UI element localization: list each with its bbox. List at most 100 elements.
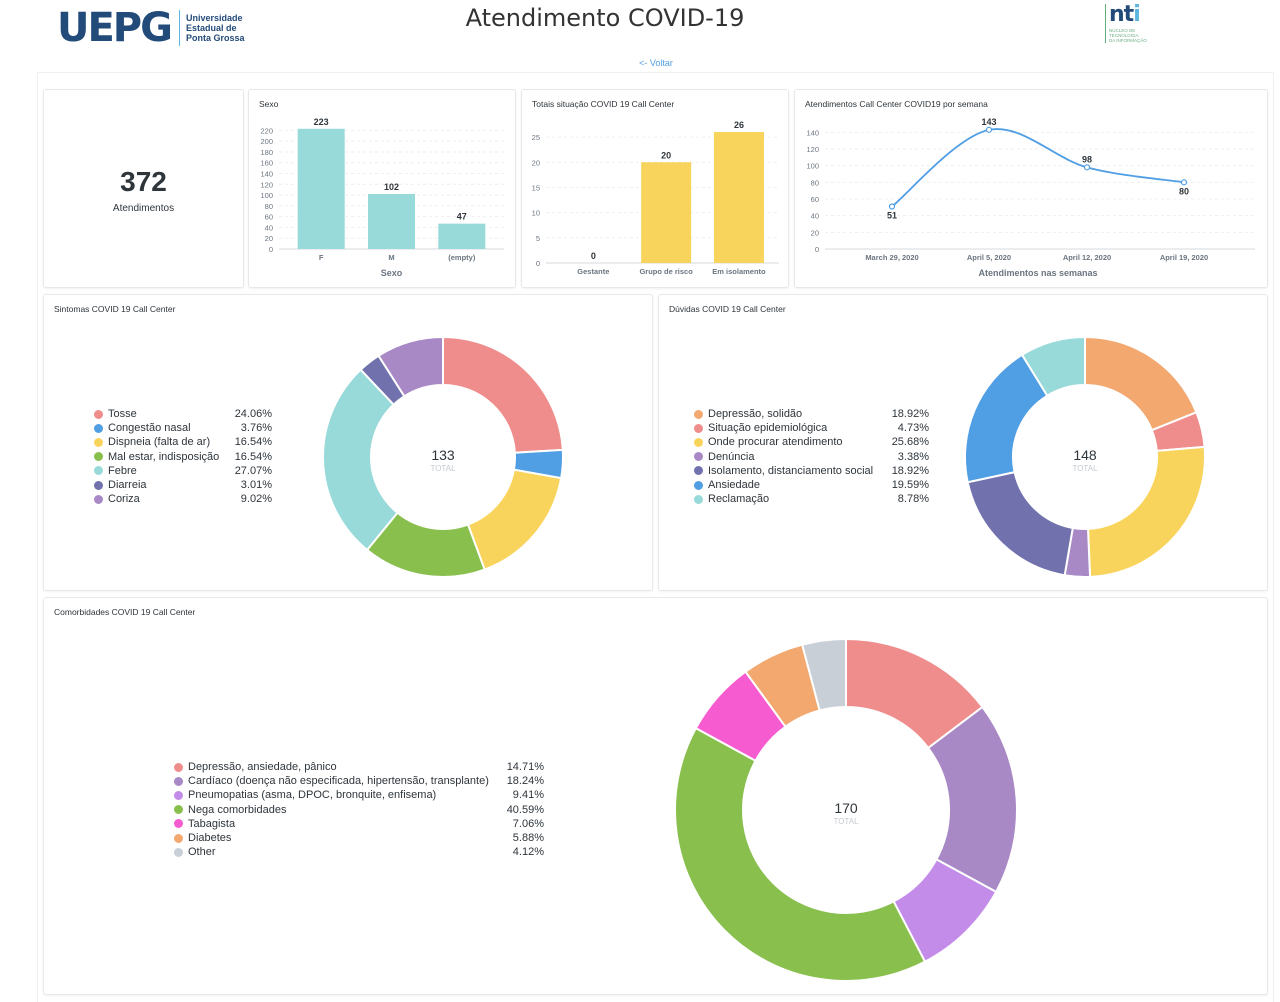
chart-card-comorbidades: Comorbidades COVID 19 Call Center Depres… <box>43 597 1268 995</box>
y-tick-label: 80 <box>265 202 273 211</box>
legend-item[interactable]: Mal estar, indisposição 16.54% <box>94 450 272 464</box>
logo-text-line: TECNOLOGIA <box>1109 33 1139 38</box>
chart-card-sintomas: Sintomas COVID 19 Call Center Tosse 24.06… <box>43 294 653 591</box>
legend-item[interactable]: Diabetes 5.88% <box>174 831 544 845</box>
donut-total-label: TOTAL <box>833 817 859 826</box>
legend-color-dot-icon <box>694 409 703 419</box>
y-tick-label: 180 <box>260 148 273 157</box>
legend-label: Tabagista <box>188 817 236 830</box>
legend-percentage: 8.78% <box>897 493 929 506</box>
legend-item[interactable]: Nega comorbidades 40.59% <box>174 803 544 817</box>
chart-card-situacao: Totais situação COVID 19 Call Center 0 5 1… <box>521 89 789 288</box>
legend-percentage: 5.88% <box>512 832 544 845</box>
y-tick-label: 40 <box>811 212 819 221</box>
legend-item[interactable]: Diarreia 3.01% <box>94 478 272 492</box>
legend-label: Other <box>188 846 216 859</box>
x-tick-label: Em isolamento <box>712 267 766 276</box>
scalar-value: 372 <box>120 166 167 197</box>
logo-text-line: NÚCLEO DE <box>1109 28 1136 33</box>
legend-color-dot-icon <box>694 437 703 447</box>
x-axis-title: Atendimentos nas semanas <box>978 268 1097 278</box>
legend-label: Isolamento, distanciamento social <box>708 464 874 477</box>
legend-item[interactable]: Denúncia 3.38% <box>694 450 929 464</box>
chart-title: Dúvidas COVID 19 Call Center <box>669 304 786 314</box>
legend-item[interactable]: Isolamento, distanciamento social 18.92% <box>694 464 929 478</box>
legend-item[interactable]: Pneumopatias (asma, DPOC, bronquite, enf… <box>174 788 544 802</box>
uepg-logo: UEPG Universidade Estadual de Ponta Gros… <box>57 8 244 48</box>
data-label: 51 <box>887 211 897 221</box>
legend-item[interactable]: Onde procurar atendimento 25.68% <box>694 435 929 449</box>
legend-item[interactable]: Other 4.12% <box>174 845 544 859</box>
legend-item[interactable]: Situação epidemiológica 4.73% <box>694 421 929 435</box>
chart-card-duvidas: Dúvidas COVID 19 Call Center Depressão, … <box>658 294 1268 591</box>
logo-text-line: DA INFORMAÇÃO <box>1109 38 1147 43</box>
donut-slice <box>1020 335 1086 398</box>
legend-percentage: 40.59% <box>506 803 544 816</box>
x-tick-label: April 5, 2020 <box>967 253 1011 262</box>
donut-slice <box>801 637 847 712</box>
legend-item[interactable]: Ansiedade 19.59% <box>694 478 929 492</box>
y-tick-label: 60 <box>265 213 273 222</box>
back-link[interactable]: <- Voltar <box>639 58 673 68</box>
y-tick-label: 0 <box>269 245 273 254</box>
legend-color-dot-icon <box>174 762 183 772</box>
chart-card-semanas: Atendimentos Call Center COVID19 por sem… <box>794 89 1268 288</box>
legend-color-dot-icon <box>94 409 103 419</box>
legend-item[interactable]: Depressão, solidão 18.92% <box>694 407 929 421</box>
chart-title: Atendimentos Call Center COVID19 por sem… <box>805 99 988 109</box>
y-tick-label: 120 <box>260 180 273 189</box>
legend-item[interactable]: Dispneia (falta de ar) 16.54% <box>94 435 272 449</box>
y-tick-label: 10 <box>532 209 540 218</box>
legend-percentage: 9.02% <box>240 493 272 506</box>
legend-item[interactable]: Reclamação 8.78% <box>694 492 929 506</box>
donut-total-value: 133 <box>431 447 455 463</box>
data-point <box>1083 164 1091 171</box>
legend-color-dot-icon <box>94 480 103 490</box>
chart-title: Sintomas COVID 19 Call Center <box>54 304 176 314</box>
dashboard-frame <box>37 72 1274 1002</box>
legend-label: Denúncia <box>708 450 755 463</box>
legend-percentage: 9.41% <box>512 789 544 802</box>
logo-text-line: Estadual de <box>185 23 237 33</box>
legend-comorbidades: Depressão, ansiedade, pânico 14.71% Cardía… <box>174 760 544 859</box>
data-point <box>1180 179 1188 186</box>
legend-item[interactable]: Depressão, ansiedade, pânico 14.71% <box>174 760 544 774</box>
donut-slice <box>322 368 399 552</box>
y-tick-label: 15 <box>532 183 540 192</box>
nti-logo-mark: nti <box>1109 4 1147 26</box>
chart-title: Comorbidades COVID 19 Call Center <box>54 607 196 617</box>
chart-title: Sexo <box>259 99 279 109</box>
legend-label: Onde procurar atendimento <box>708 436 843 449</box>
data-label: 80 <box>1179 186 1189 196</box>
legend-color-dot-icon <box>174 805 183 815</box>
legend-item[interactable]: Tabagista 7.06% <box>174 817 544 831</box>
legend-item[interactable]: Tosse 24.06% <box>94 407 272 421</box>
legend-color-dot-icon <box>694 480 703 490</box>
nti-logo-mark-b: i <box>1133 2 1140 27</box>
legend-color-dot-icon <box>94 466 103 476</box>
y-tick-label: 140 <box>806 128 819 137</box>
legend-item[interactable]: Febre 27.07% <box>94 464 272 478</box>
legend-item[interactable]: Congestão nasal 3.76% <box>94 421 272 435</box>
donut-slice <box>1084 335 1198 432</box>
nti-logo: nti NÚCLEO DE TECNOLOGIA DA INFORMAÇÃO <box>1105 4 1147 43</box>
legend-label: Mal estar, indisposição <box>108 450 220 463</box>
y-tick-label: 0 <box>536 259 540 268</box>
y-tick-label: 200 <box>260 137 273 146</box>
bar <box>438 223 486 249</box>
y-tick-label: 20 <box>811 228 819 237</box>
legend-percentage: 18.92% <box>891 464 929 477</box>
legend-item[interactable]: Coriza 9.02% <box>94 492 272 506</box>
x-tick-label: (empty) <box>448 253 476 262</box>
y-tick-label: 0 <box>815 245 819 254</box>
y-tick-label: 140 <box>260 170 273 179</box>
legend-label: Coriza <box>108 493 140 506</box>
donut-slice <box>966 470 1074 577</box>
bar-chart-situacao: 0 5 10 15 20 25 0 Gestante 20 Grupo de risco 26 Em … <box>532 120 779 276</box>
legend-item[interactable]: Cardíaco (doença não especificada, hiper… <box>174 774 544 788</box>
legend-percentage: 3.01% <box>240 479 272 492</box>
legend-percentage: 16.54% <box>234 436 272 449</box>
data-label: 47 <box>457 212 467 222</box>
